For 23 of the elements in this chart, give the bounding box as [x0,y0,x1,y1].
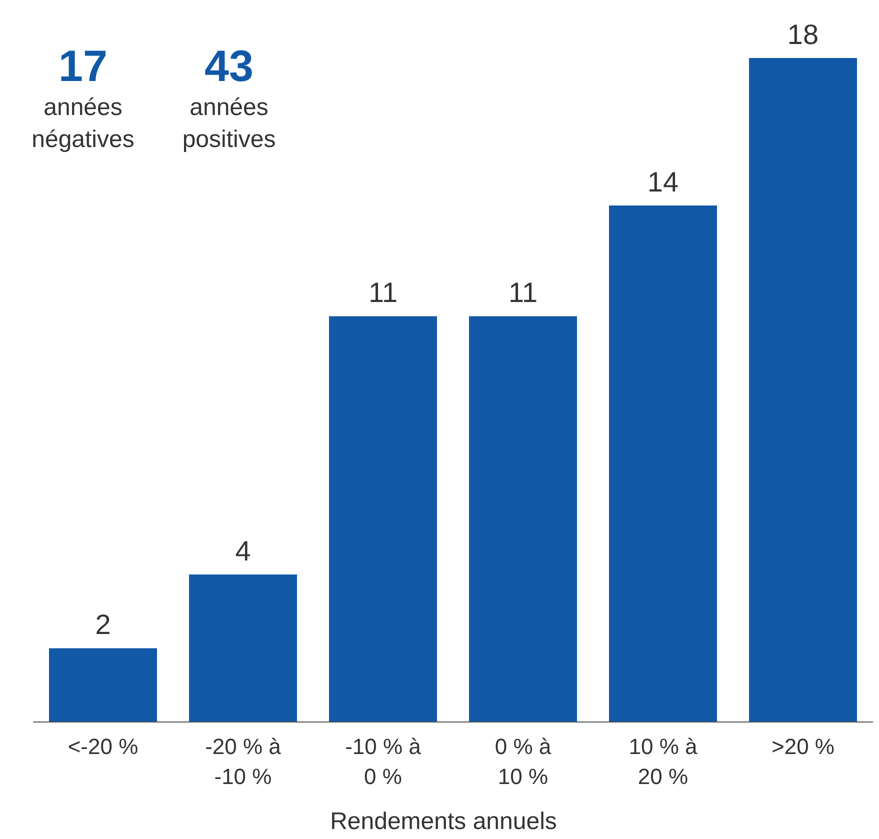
bar [749,58,857,722]
x-tick-label: -10 % à 0 % [345,734,422,789]
annotation: 17 [58,42,108,92]
bar [189,574,297,722]
data-label: 14 [647,166,679,198]
bar [609,206,717,722]
x-tick-label: 0 % à 10 % [494,734,552,789]
annotation: années négatives [30,93,136,155]
x-tick-label: <-20 % [68,734,138,759]
x-tick-label: 10 % à 20 % [628,734,698,789]
data-label: 2 [95,609,111,640]
data-label: 11 [368,277,398,308]
data-label: 18 [787,19,819,50]
annotation: années positives [181,93,277,155]
data-label: 4 [235,535,251,566]
bar [469,316,577,722]
annotation: 43 [204,42,254,92]
x-axis-title: Rendements annuels [329,808,558,836]
bar [49,648,157,722]
x-tick-label: -20 % à -10 % [205,734,282,789]
x-tick-label: >20 % [772,734,834,759]
data-label: 11 [508,277,538,308]
bar [329,316,437,722]
